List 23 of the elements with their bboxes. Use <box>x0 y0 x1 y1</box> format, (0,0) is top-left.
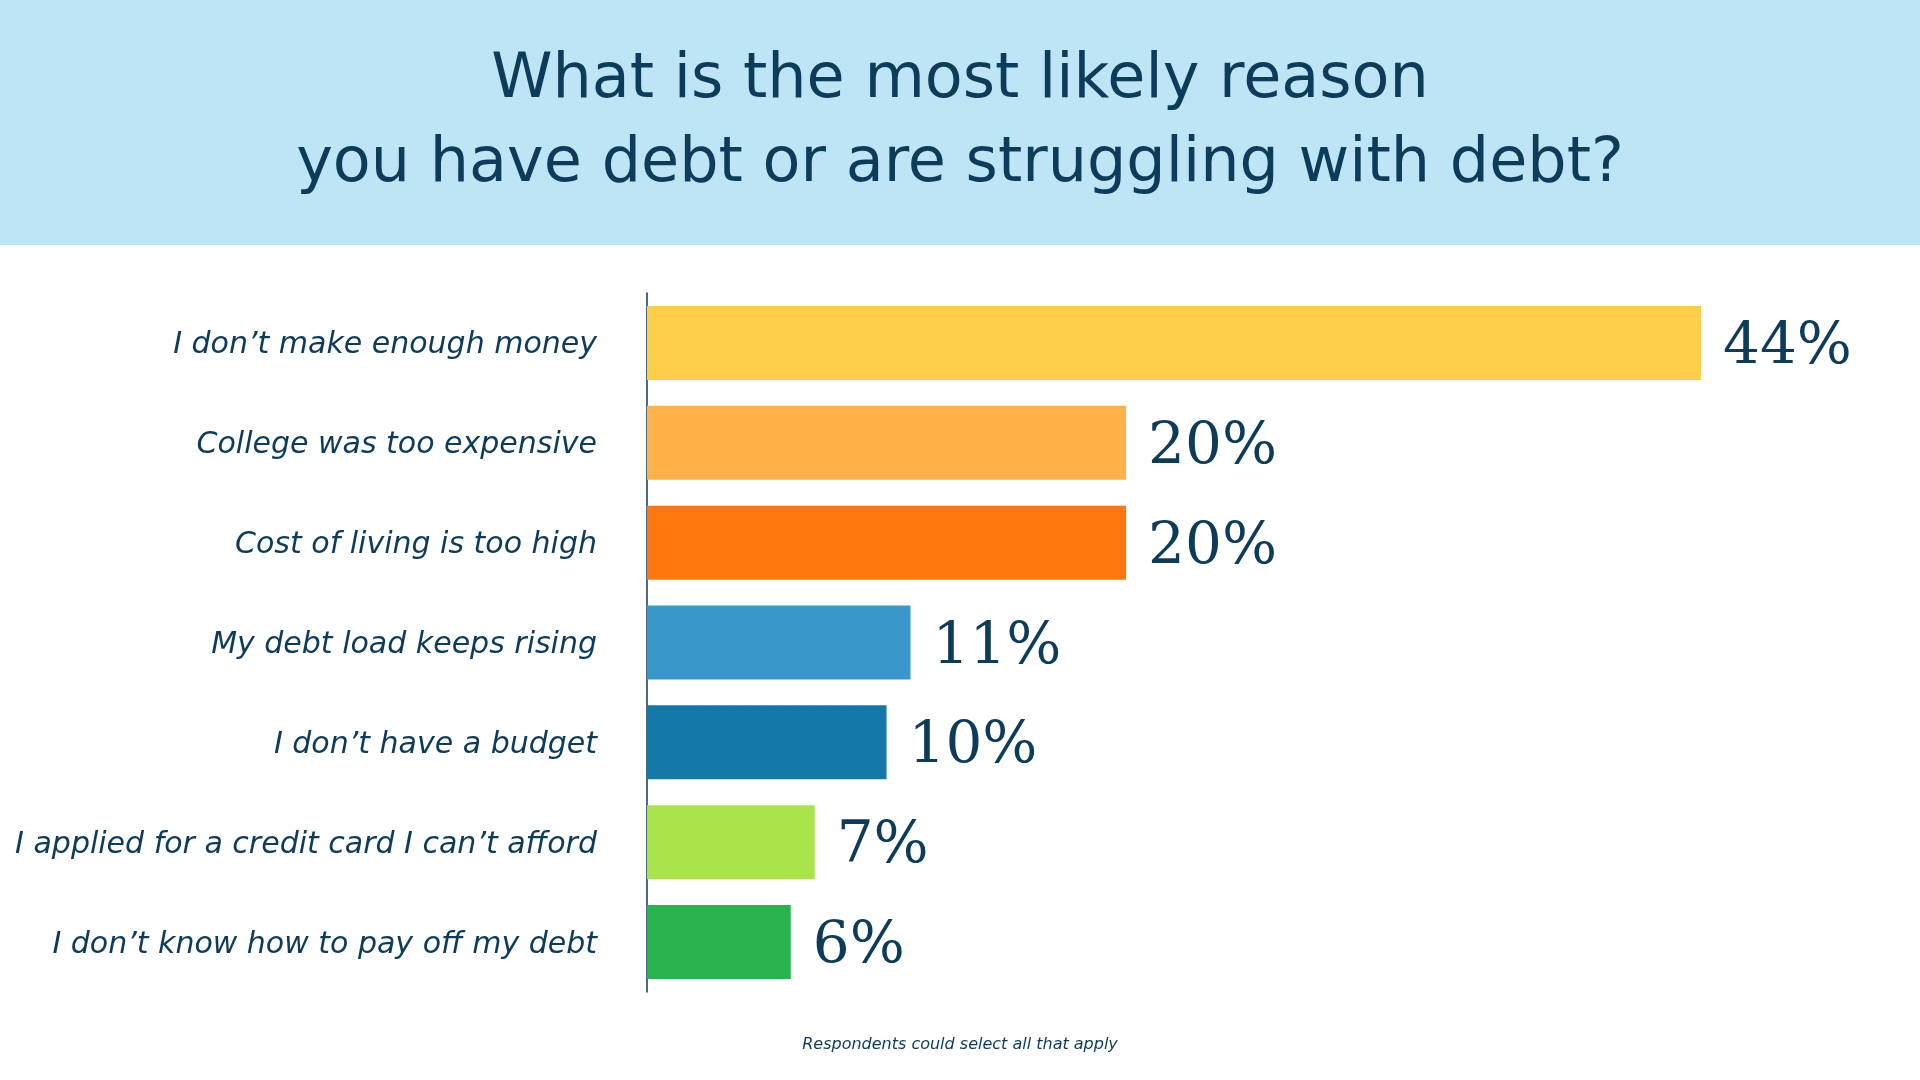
y-tick-label: I don’t know how to pay off my debt <box>52 924 599 960</box>
data-label: 44% <box>1723 308 1852 377</box>
bar <box>647 505 1127 580</box>
text: Respondents could select all that apply <box>802 1033 1119 1053</box>
bar <box>647 305 1701 380</box>
y-tick-label: I applied for a credit card I can’t afford <box>15 824 598 860</box>
data-label: 11% <box>932 608 1062 677</box>
chart-title: What is the most likely reason you have debt or are struggling with debt? <box>296 38 1624 196</box>
bar <box>647 705 887 780</box>
bar <box>647 605 911 680</box>
y-tick-label: College was too expensive <box>196 425 597 461</box>
y-tick-label: Cost of living is too high <box>235 525 597 561</box>
data-label: 10% <box>908 708 1038 777</box>
y-tick-label: I don’t have a budget <box>273 724 599 760</box>
bar <box>647 805 815 880</box>
y-tick-label: I don’t make enough money <box>173 325 599 361</box>
data-label: 7% <box>836 808 929 877</box>
data-label: 20% <box>1148 508 1278 577</box>
bar <box>647 905 791 980</box>
bar <box>647 405 1127 480</box>
data-label: 6% <box>812 908 905 977</box>
data-label: 20% <box>1148 408 1278 477</box>
y-tick-label: My debt load keeps rising <box>211 625 597 660</box>
